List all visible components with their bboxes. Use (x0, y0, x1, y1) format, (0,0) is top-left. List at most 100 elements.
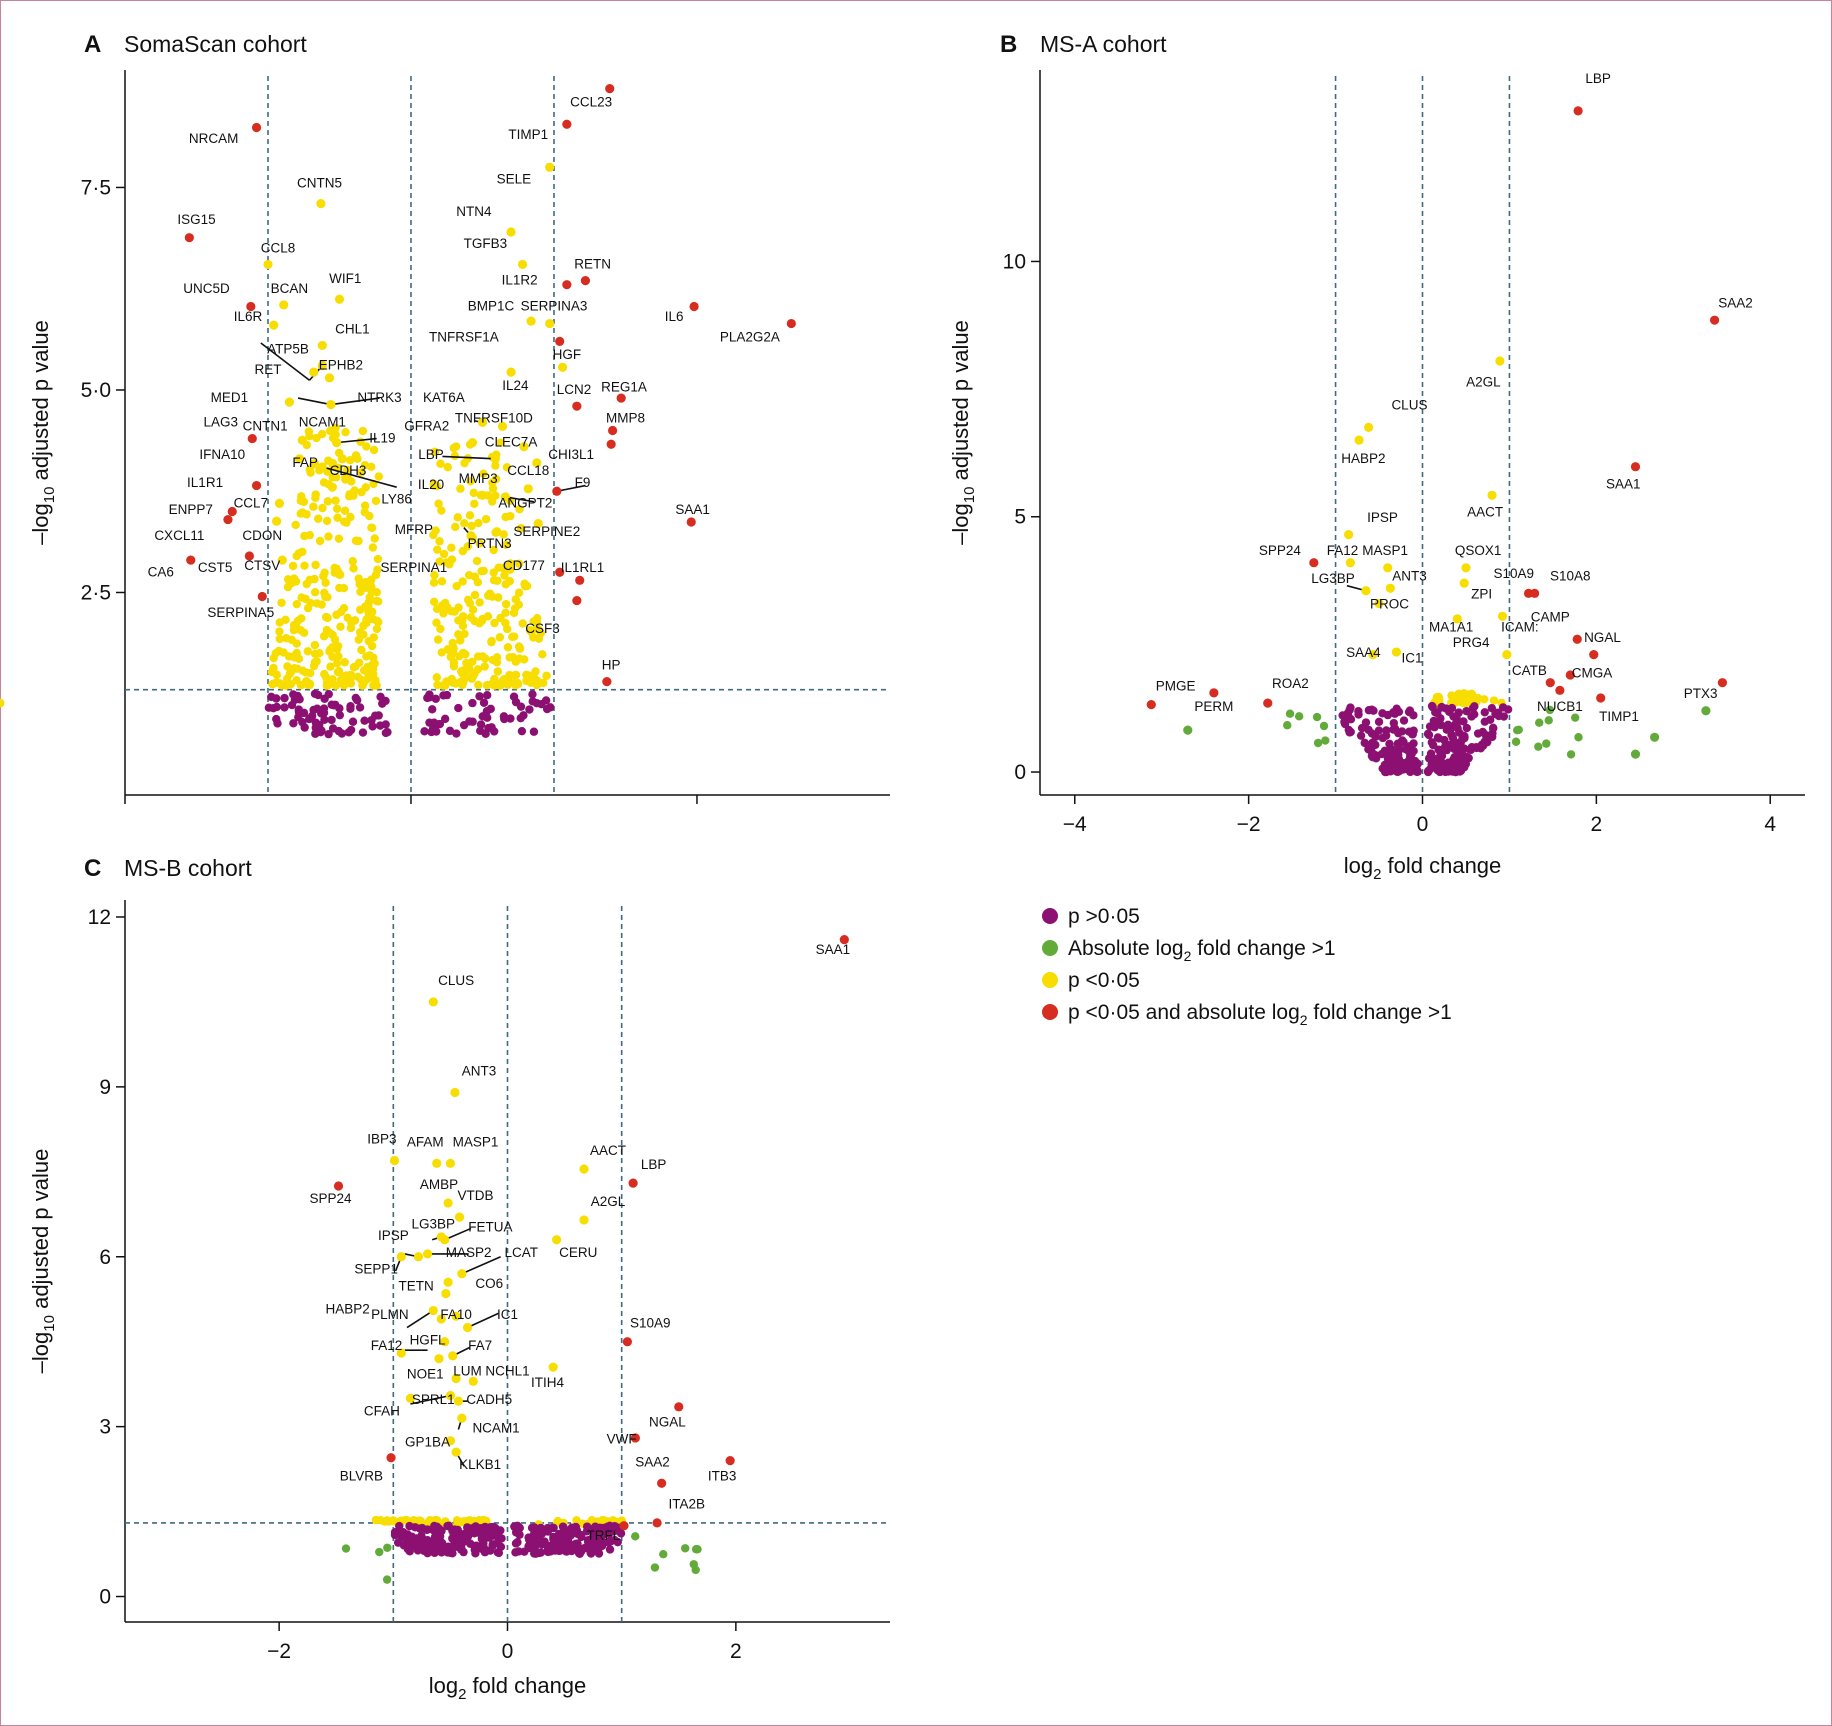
point-sig (362, 652, 371, 661)
point-fc (1574, 733, 1583, 742)
gene-label-il24: IL24 (502, 378, 529, 393)
point-ns (491, 1531, 500, 1540)
point-ns (1360, 738, 1369, 748)
point-sig (496, 438, 505, 447)
x-tick-label: 4 (1764, 813, 1776, 836)
point-sig (460, 458, 469, 468)
point-sig (314, 514, 323, 523)
point-sig (346, 456, 355, 465)
point-ns (344, 728, 354, 737)
point-sig (372, 616, 382, 626)
gene-label-perm: PERM (1194, 699, 1233, 714)
gene-label-il1r2: IL1R2 (502, 273, 538, 288)
panel-letter: A (84, 31, 101, 58)
point-sig (323, 497, 333, 506)
point-sig (341, 427, 350, 437)
point-sig (415, 1516, 424, 1525)
point-sig (320, 588, 329, 598)
gene-label-il1r1: IL1R1 (187, 475, 223, 490)
point-sig (0, 698, 5, 708)
point-sig (480, 662, 489, 671)
point-sig (453, 513, 462, 522)
point-ly86 (327, 482, 337, 492)
point-sig (502, 678, 511, 687)
point-sig (309, 460, 318, 469)
point-cd177 (555, 567, 565, 577)
point-ns (1394, 728, 1403, 738)
y-tick-label: 5·0 (81, 379, 111, 402)
point-tnfrsf1a (555, 336, 565, 346)
point-sig (1473, 693, 1483, 703)
point-cxcl11 (223, 514, 233, 525)
point-ns (1491, 709, 1500, 719)
point-sig (357, 487, 366, 497)
point-bmp10 (526, 316, 536, 326)
point-sig (325, 645, 335, 654)
point-sig (369, 633, 379, 642)
point-sig (503, 643, 513, 652)
point-ns (528, 690, 537, 699)
point-sig (437, 577, 447, 586)
point-sig (433, 635, 443, 644)
gene-label-klkb1: KLKB1 (459, 1457, 501, 1472)
point-lum (451, 1373, 461, 1384)
point-sig (271, 649, 280, 658)
point-cdon (271, 516, 282, 526)
point-sig (389, 1516, 398, 1525)
point-sig (335, 583, 344, 593)
point-ns (1473, 729, 1483, 738)
gene-label-ant3: ANT3 (462, 1064, 497, 1079)
point-ns (478, 712, 487, 721)
point-bcan (279, 300, 289, 310)
point-ns (429, 718, 439, 727)
point-sig (292, 551, 301, 561)
point-sig (435, 557, 444, 566)
point-fa7 (448, 1351, 458, 1361)
gene-label-tnfrsf1a: TNFRSF1A (429, 329, 499, 344)
point-sig (474, 680, 483, 690)
point-saa2 (1709, 315, 1720, 325)
point-ns (267, 692, 276, 702)
point-ns (413, 1546, 423, 1555)
point-ns (1403, 765, 1413, 774)
gene-label-timp1: TIMP1 (1599, 709, 1639, 724)
gene-label-ma1a1: MA1A1 (1429, 620, 1473, 635)
point-ns (1399, 716, 1409, 725)
point-sig (1448, 692, 1458, 701)
point-ns (439, 691, 448, 700)
point-ns (1445, 725, 1455, 734)
point-ns (300, 723, 309, 732)
point-sig (513, 679, 522, 688)
point-fc (1319, 721, 1329, 731)
point-sig (514, 600, 524, 609)
point-fc (1570, 713, 1580, 722)
gene-label-serpine2: SERPINE2 (513, 524, 580, 539)
point-sig (289, 574, 299, 583)
gene-label-clus: CLUS (438, 973, 474, 988)
point-ns (1462, 723, 1472, 733)
point-il1r1 (251, 480, 262, 491)
point-ns (515, 1530, 524, 1539)
gene-label-ambp: AMBP (420, 1177, 458, 1192)
point-mfrp (466, 531, 476, 541)
point-serpina5 (257, 591, 267, 602)
point-timp1 (562, 119, 572, 129)
point-ns (1431, 708, 1440, 717)
gene-label-cd177: CD177 (503, 558, 545, 573)
point-ns (445, 1548, 454, 1557)
point-ns (1367, 705, 1376, 714)
gene-label-ncam1: NCAM1 (472, 1420, 519, 1435)
gene-label-ephb2: EPHB2 (319, 358, 363, 373)
point-enpp7 (227, 506, 237, 517)
point-ns (383, 727, 392, 737)
point-ns (320, 715, 329, 724)
point-sig (312, 433, 321, 443)
y-tick-label: 0 (1014, 761, 1026, 784)
gene-label-bcan: BCAN (271, 281, 309, 296)
gene-label-wif1: WIF1 (329, 271, 361, 286)
point-vtdb (454, 1212, 465, 1222)
point-sig (333, 513, 342, 522)
gene-label-mfrp: MFRP (395, 522, 433, 537)
point-ns (1389, 708, 1398, 717)
point-ns (1462, 706, 1471, 716)
